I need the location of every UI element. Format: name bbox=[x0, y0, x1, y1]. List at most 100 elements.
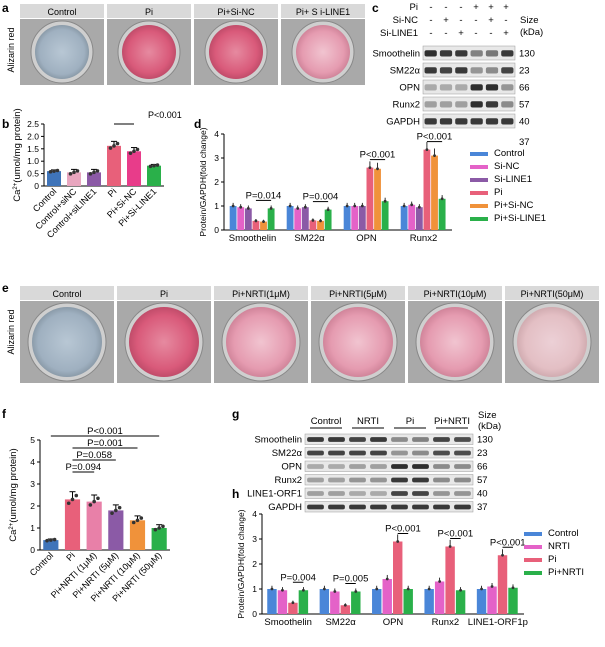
panel-a-label-bg-1 bbox=[107, 4, 191, 18]
panel-c-band-3-5 bbox=[501, 101, 514, 108]
panel-d-bar-2-2 bbox=[358, 206, 366, 230]
panel-d-bar-1-0 bbox=[286, 206, 294, 230]
panel-g-band-0-2 bbox=[349, 437, 366, 442]
panel-a-label-0: Control bbox=[47, 7, 76, 17]
panel-c-kda-label: (kDa) bbox=[520, 27, 543, 38]
panel-h-bar-2-0 bbox=[372, 589, 382, 614]
panel-a-label-bg-2 bbox=[194, 4, 278, 18]
panel-e-well-3 bbox=[323, 307, 393, 377]
panel-h-xlabel-2: OPN bbox=[383, 617, 404, 628]
panel-d-legend-label-0: Control bbox=[494, 148, 525, 159]
panel-b-dot-5-1 bbox=[152, 163, 156, 168]
panel-d-dot-1-4 bbox=[319, 219, 322, 223]
panel-h-dot-1-1 bbox=[333, 590, 337, 593]
panel-d-dot-2-2 bbox=[360, 204, 364, 208]
panel-f-bar-5 bbox=[151, 528, 167, 550]
panel-f-dot-2-0 bbox=[88, 503, 93, 507]
panel-c-sign-2-1: - bbox=[444, 28, 447, 39]
panel-c-band-2-3 bbox=[470, 84, 483, 91]
panel-f-dot-0-0 bbox=[45, 538, 49, 543]
panel-f-dot-1-0 bbox=[66, 501, 71, 506]
panel-c-band-size-3: 57 bbox=[519, 100, 530, 111]
panel-c-band-size-4: 40 bbox=[519, 117, 530, 128]
panel-b-dot-3-0 bbox=[108, 146, 113, 150]
panel-f-dot-3-0 bbox=[110, 511, 114, 515]
panel-c-sign-1-5: - bbox=[504, 15, 507, 26]
panel-d-xlabel-0: Smoothelin bbox=[229, 233, 277, 244]
panel-e-label-bg-5 bbox=[505, 286, 599, 300]
panel-d-pvalue-0: P=0.014 bbox=[246, 190, 282, 201]
panel-g-band-5-0 bbox=[307, 504, 324, 510]
panel-f-dot-0-2 bbox=[52, 537, 57, 542]
panel-g-band-size-3: 57 bbox=[477, 475, 488, 486]
panel-g-band-size-4: 40 bbox=[477, 488, 488, 499]
panel-a-label-bg-0 bbox=[20, 4, 104, 18]
panel-d-dot-1-2 bbox=[303, 205, 307, 209]
panel-d-bar-1-5 bbox=[324, 209, 332, 230]
panel-c-band-3-0 bbox=[424, 101, 437, 108]
panel-c-band-0-2 bbox=[455, 50, 468, 57]
panel-c-band-size-0: 130 bbox=[519, 49, 535, 60]
panel-h-bar-1-0 bbox=[319, 589, 330, 614]
panel-d-letter: d bbox=[194, 117, 201, 131]
panel-g-band-0-5 bbox=[412, 437, 429, 442]
panel-e-label-2: Pi+NRTI(1μM) bbox=[232, 289, 290, 299]
panel-h-bar-0-1 bbox=[277, 590, 288, 614]
panel-b-dot-0-2 bbox=[55, 168, 60, 173]
panel-g-band-size-2: 66 bbox=[477, 461, 488, 472]
panel-c-sign-1-1: + bbox=[443, 15, 449, 26]
panel-d-bar-0-1 bbox=[237, 207, 245, 230]
panel-h-ytick-label-3: 3 bbox=[252, 534, 257, 544]
panel-d-dot-2-5 bbox=[383, 199, 387, 203]
panel-d-ylabel: Protein/GAPDH(fold change) bbox=[198, 127, 208, 236]
panel-d-ytick-label-4: 4 bbox=[214, 129, 219, 139]
panel-c-sign-0-0: - bbox=[429, 2, 432, 13]
panel-h-dot-0-2 bbox=[291, 601, 295, 605]
panel-g-band-bg-1 bbox=[304, 447, 474, 459]
panel-c-band-4-2 bbox=[455, 118, 468, 125]
panel-f-ytick-label-1: 1 bbox=[30, 523, 35, 533]
panel-d-bar-1-2 bbox=[301, 207, 309, 230]
panel-h-bar-2-1 bbox=[382, 579, 392, 614]
panel-b-dot-1-1 bbox=[72, 170, 76, 175]
panel-e-well-4 bbox=[420, 307, 490, 377]
panel-d-dot-0-3 bbox=[254, 219, 258, 223]
panel-g-band-name-2: OPN bbox=[281, 461, 302, 472]
panel-c-band-name-3: Runx2 bbox=[393, 100, 420, 111]
panel-g-band-1-0 bbox=[307, 450, 324, 456]
panel-a-label-1: Pi bbox=[145, 7, 153, 17]
panel-c-band-2-4 bbox=[485, 84, 499, 91]
panel-g-band-4-1 bbox=[328, 491, 345, 496]
panel-g-band-2-3 bbox=[370, 464, 387, 469]
panel-f-pvalue-3: P=0.094 bbox=[65, 462, 101, 473]
panel-h-dot-1-3 bbox=[354, 590, 358, 593]
panel-h-bar-0-2 bbox=[288, 602, 298, 614]
panel-d-legend-label-1: Si-NC bbox=[494, 161, 519, 172]
panel-d-bar-3-2 bbox=[415, 207, 423, 230]
panel-f-dot-3-2 bbox=[117, 505, 122, 510]
panel-d-bar-2-5 bbox=[381, 201, 389, 230]
panel-e-well-0 bbox=[32, 307, 102, 377]
panel-f-dot-1-2 bbox=[74, 493, 79, 498]
panel-d-bar-1-3 bbox=[309, 220, 317, 230]
panel-g-band-1-1 bbox=[328, 450, 345, 456]
panel-g-band-2-1 bbox=[328, 464, 345, 469]
panel-c-band-4-3 bbox=[470, 118, 483, 125]
panel-c-cond-2: Si-LINE1 bbox=[380, 28, 418, 39]
panel-b-bar-2 bbox=[87, 172, 101, 186]
panel-d-pvalue-1: P=0.004 bbox=[303, 192, 339, 203]
panel-d-bar-1-4 bbox=[317, 220, 324, 230]
panel-d-bar-0-0 bbox=[229, 206, 237, 230]
panel-c-size-label: Size bbox=[520, 15, 538, 26]
panel-g-band-0-3 bbox=[370, 437, 387, 442]
panel-c-band-name-2: OPN bbox=[399, 83, 420, 94]
panel-h-pvalue-2: P<0.001 bbox=[385, 524, 421, 535]
panel-a-label-3: Pi+ S i-LINE1 bbox=[296, 7, 350, 17]
panel-g-kda-label: (kDa) bbox=[478, 421, 501, 432]
panel-b-dot-5-2 bbox=[155, 163, 160, 167]
panel-h-ytick-label-4: 4 bbox=[252, 509, 257, 519]
panel-d-dot-0-0 bbox=[231, 204, 235, 208]
panel-g-band-size-0: 130 bbox=[477, 434, 493, 445]
panel-g-band-3-7 bbox=[454, 477, 471, 483]
